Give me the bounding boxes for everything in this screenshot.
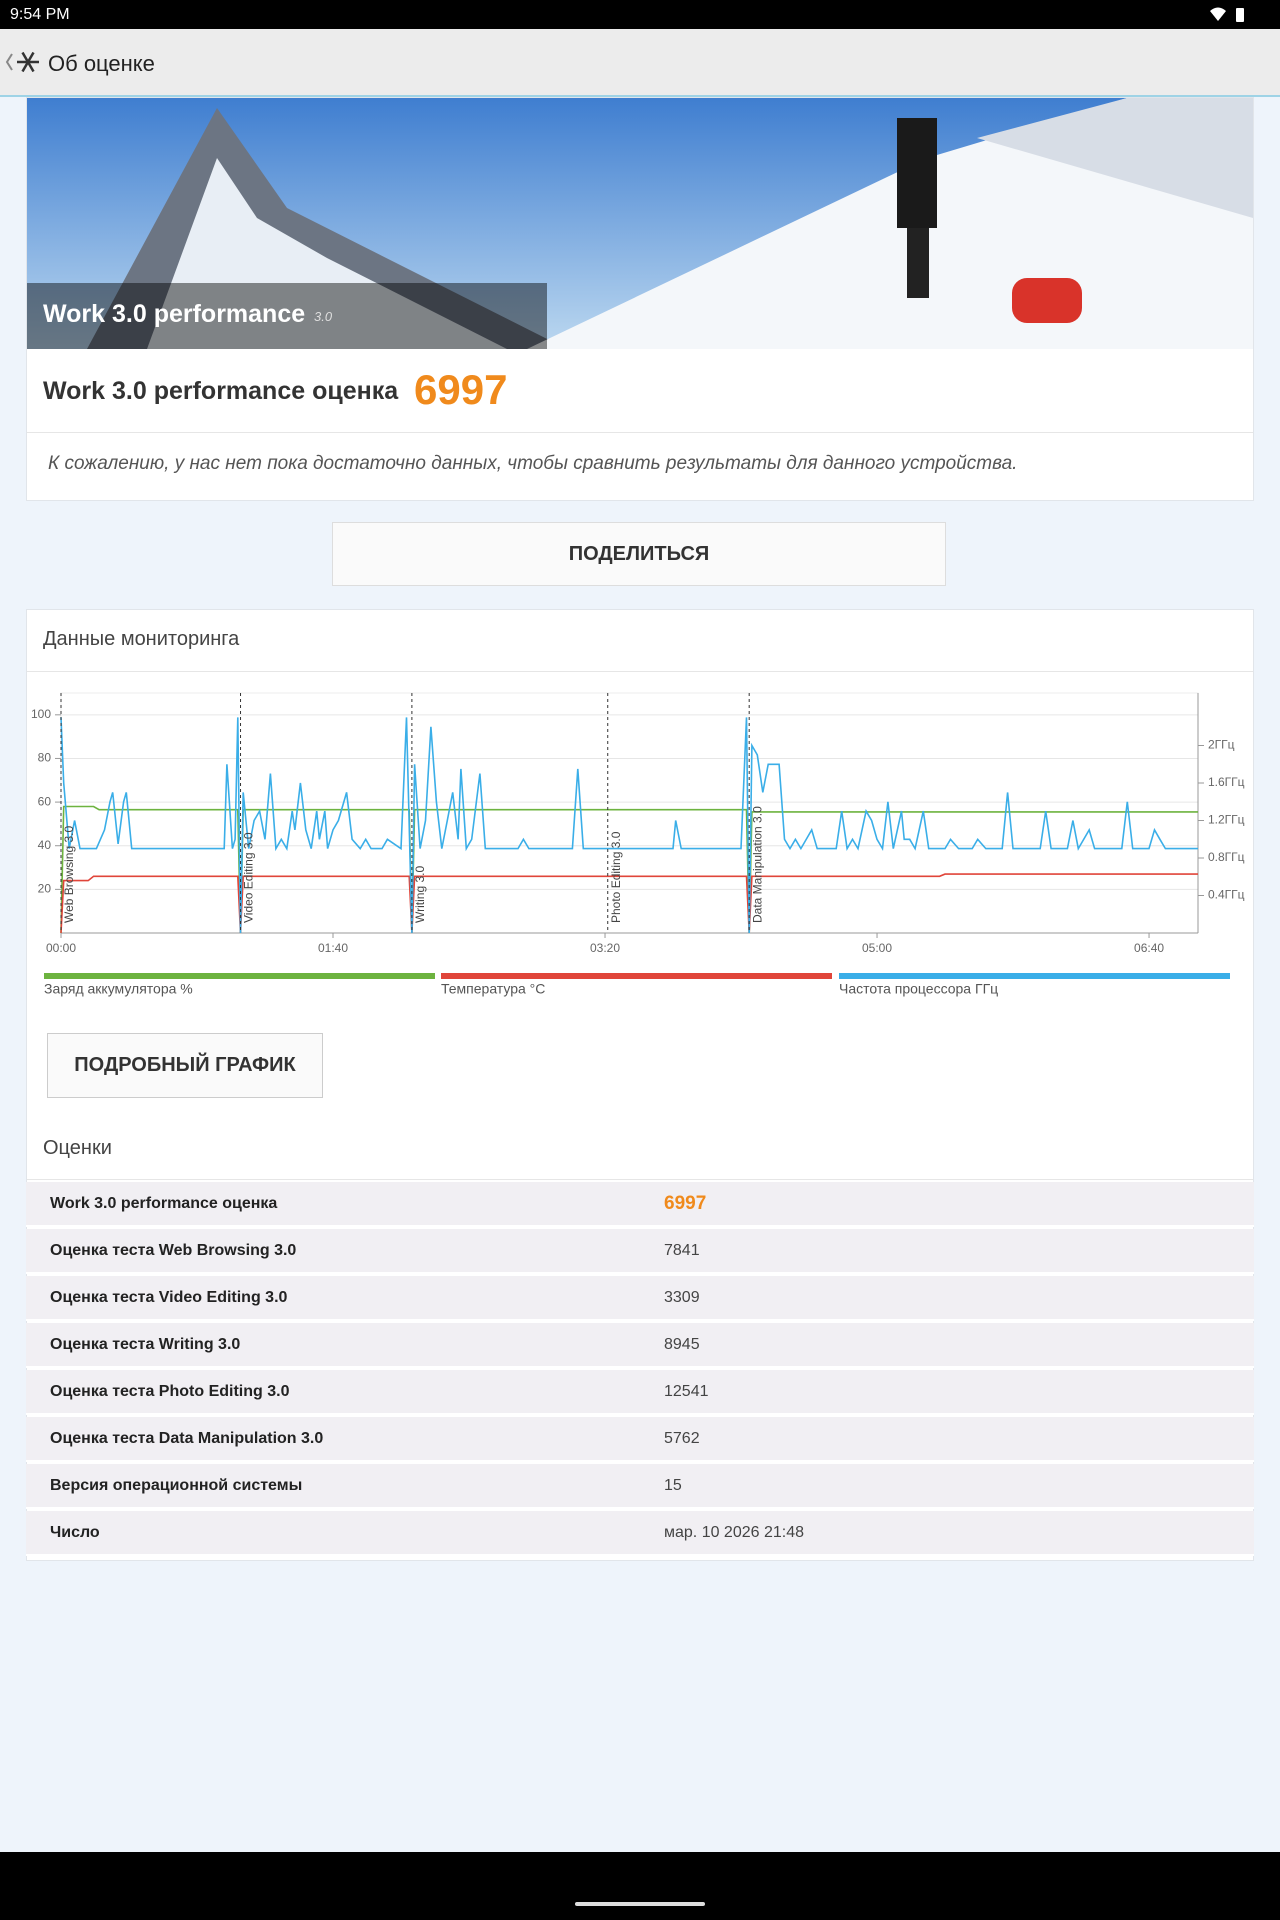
test-marker-label: Writing 3.0 <box>413 866 427 923</box>
x-tick-label: 00:00 <box>46 941 76 955</box>
row-label: Число <box>50 1524 100 1541</box>
legend-label: Частота процессора ГГц <box>839 981 998 997</box>
series-line <box>60 717 1198 934</box>
y-tick-label: 100 <box>31 707 51 721</box>
score-label: Work 3.0 performance оценка <box>43 377 399 405</box>
detail-graph-button[interactable]: ПОДРОБНЫЙ ГРАФИК <box>47 1033 323 1098</box>
test-marker-label: Video Editing 3.0 <box>242 832 256 923</box>
plot-frame <box>60 692 1199 934</box>
row-value: мар. 10 2026 21:48 <box>664 1524 805 1541</box>
x-tick-label: 03:20 <box>590 941 620 955</box>
legend-swatch <box>44 973 435 979</box>
banner-image <box>27 98 1253 349</box>
test-marker-label: Photo Editing 3.0 <box>609 831 623 923</box>
back-button[interactable] <box>4 48 44 76</box>
home-indicator <box>575 1902 705 1906</box>
y2-tick-label: 1.6ГГц <box>1208 775 1245 789</box>
legend-label: Заряд аккумулятора % <box>44 981 193 997</box>
series-line <box>60 873 1198 934</box>
divider <box>27 671 1253 672</box>
row-value: 15 <box>664 1477 682 1494</box>
x-tick-label: 06:40 <box>1134 941 1164 955</box>
divider <box>27 432 1253 433</box>
row-label: Оценка теста Writing 3.0 <box>50 1336 241 1353</box>
score-row: Оценка теста Web Browsing 3.0 7841 <box>26 1229 1254 1274</box>
comparison-note: К сожалению, у нас нет пока достаточно д… <box>48 453 1018 474</box>
y-tick-label: 20 <box>38 882 52 896</box>
row-label: Work 3.0 performance оценка <box>50 1195 278 1212</box>
score-row: Число мар. 10 2026 21:48 <box>26 1511 1254 1556</box>
y2-tick-label: 2ГГц <box>1208 738 1235 752</box>
monitoring-chart: 20 40 60 80 100 0.4ГГц 0.8ГГц 1.2ГГц 1.6ГГц 2ГГц 0… <box>31 692 1245 997</box>
legend-label: Температура °C <box>441 981 545 997</box>
app-bar-title: Об оценке <box>48 51 155 76</box>
score-value: 6997 <box>414 366 508 413</box>
test-marker-label: Data Manipulation 3.0 <box>750 806 764 923</box>
row-label: Оценка теста Photo Editing 3.0 <box>50 1383 290 1400</box>
divider <box>27 1179 1253 1180</box>
test-marker-label: Web Browsing 3.0 <box>62 826 76 923</box>
y2-tick-label: 0.8ГГц <box>1208 850 1245 864</box>
score-row: Оценка теста Photo Editing 3.0 12541 <box>26 1370 1254 1415</box>
row-value: 6997 <box>664 1193 707 1214</box>
row-value: 7841 <box>664 1242 700 1259</box>
status-icons <box>1210 7 1244 22</box>
share-button[interactable]: ПОДЕЛИТЬСЯ <box>332 522 946 586</box>
score-row: Версия операционной системы 15 <box>26 1464 1254 1509</box>
row-label: Версия операционной системы <box>50 1477 303 1494</box>
monitoring-title: Данные мониторинга <box>43 628 240 650</box>
banner-title: Work 3.0 performance <box>43 300 306 328</box>
score-row: Оценка теста Video Editing 3.0 3309 <box>26 1276 1254 1321</box>
score-row: Оценка теста Writing 3.0 8945 <box>26 1323 1254 1368</box>
row-value: 8945 <box>664 1336 700 1353</box>
status-bar: 9:54 PM <box>0 0 1280 29</box>
score-row: Work 3.0 performance оценка 6997 <box>26 1182 1254 1227</box>
x-tick-label: 01:40 <box>318 941 348 955</box>
y-tick-label: 40 <box>38 838 52 852</box>
scores-title: Оценки <box>43 1137 112 1159</box>
x-tick-label: 05:00 <box>862 941 892 955</box>
legend-swatch <box>441 973 832 979</box>
banner-version: 3.0 <box>314 309 333 324</box>
row-value: 12541 <box>664 1383 709 1400</box>
y-tick-label: 60 <box>38 794 52 808</box>
y-tick-label: 80 <box>38 751 52 765</box>
app-bar: Об оценке <box>0 29 1280 97</box>
status-time: 9:54 PM <box>10 6 70 23</box>
row-label: Оценка теста Video Editing 3.0 <box>50 1289 288 1306</box>
legend-swatch <box>839 973 1230 979</box>
nav-bar <box>0 1852 1280 1920</box>
score-card: Work 3.0 performance 3.0 Work 3.0 perfor… <box>26 97 1254 501</box>
y2-tick-label: 0.4ГГц <box>1208 888 1245 902</box>
row-value: 5762 <box>664 1430 700 1447</box>
row-label: Оценка теста Web Browsing 3.0 <box>50 1242 297 1259</box>
row-value: 3309 <box>664 1289 700 1306</box>
y2-tick-label: 1.2ГГц <box>1208 813 1245 827</box>
row-label: Оценка теста Data Manipulation 3.0 <box>50 1430 324 1447</box>
score-row: Оценка теста Data Manipulation 3.0 5762 <box>26 1417 1254 1462</box>
